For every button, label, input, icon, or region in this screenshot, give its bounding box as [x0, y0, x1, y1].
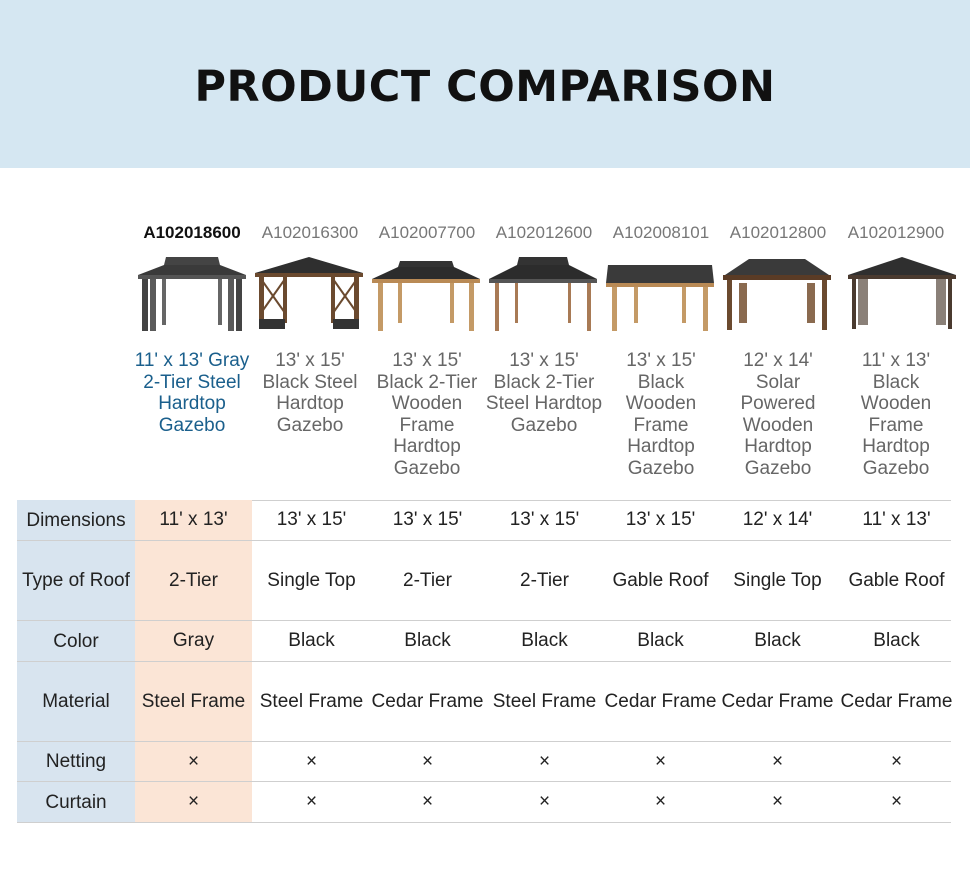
table-cell: Single Top — [733, 569, 822, 591]
sku-label: A102012800 — [729, 223, 827, 242]
table-cell: Single Top — [267, 569, 356, 591]
table-cell: Cedar Frame — [840, 690, 953, 712]
table-cell: 12' x 14' — [742, 509, 813, 530]
cross-icon: × — [421, 750, 434, 772]
row-header: Curtain — [17, 782, 135, 822]
table-cell: Cedar Frame — [604, 690, 717, 712]
table-cell: Black — [288, 630, 335, 651]
table-cell: 13' x 15' — [276, 509, 347, 530]
sku-label: A102018600 — [143, 223, 241, 242]
table-cell: 13' x 15' — [392, 509, 463, 530]
product-title[interactable]: 12' x 14' Solar Powered Wooden Hardtop G… — [740, 350, 816, 479]
table-cell: Gray — [135, 621, 252, 661]
product-title[interactable]: 11' x 13' Gray 2-Tier Steel Hardtop Gaze… — [134, 350, 250, 436]
sku-label: A102012900 — [847, 223, 945, 242]
table-top-border — [17, 500, 951, 501]
table-cell: Black — [637, 630, 684, 651]
product-title[interactable]: 13' x 15' Black Steel Hardtop Gazebo — [262, 350, 358, 436]
table-cell: Black — [521, 630, 568, 651]
cross-icon: × — [135, 782, 252, 822]
table-row: Curtain × × × × × × × — [17, 782, 951, 823]
cross-icon: × — [771, 791, 784, 812]
cross-icon: × — [654, 791, 667, 812]
cross-icon: × — [538, 791, 551, 812]
banner: PRODUCT COMPARISON — [0, 0, 970, 168]
product-title[interactable]: 13' x 15' Black Wooden Frame Hardtop Gaz… — [625, 350, 697, 479]
table-cell: Black — [754, 630, 801, 651]
row-header: Material — [17, 662, 135, 741]
cross-icon: × — [654, 750, 667, 772]
table-cell: Cedar Frame — [371, 690, 484, 712]
table-cell: Gable Roof — [848, 569, 945, 591]
table-cell: Gable Roof — [612, 569, 709, 591]
product-image[interactable] — [846, 253, 958, 335]
cross-icon: × — [890, 791, 903, 812]
product-image[interactable] — [253, 253, 365, 335]
cross-icon: × — [538, 750, 551, 772]
product-title[interactable]: 13' x 15' Black 2-Tier Steel Hardtop Gaz… — [485, 350, 603, 436]
cross-icon: × — [421, 791, 434, 812]
table-cell: Cedar Frame — [721, 690, 834, 712]
table-row: Netting × × × × × × × — [17, 742, 951, 782]
table-row: Color Gray Black Black Black Black Black… — [17, 621, 951, 662]
table-cell: 2-Tier — [520, 569, 569, 591]
cross-icon: × — [305, 791, 318, 812]
product-image[interactable] — [721, 253, 833, 335]
sku-label: A102007700 — [378, 223, 476, 242]
table-cell: 13' x 15' — [509, 509, 580, 530]
table-cell: Steel Frame — [135, 662, 252, 741]
table-cell: Black — [404, 630, 451, 651]
table-cell: Steel Frame — [259, 690, 364, 712]
product-image[interactable] — [136, 253, 248, 335]
table-cell: Steel Frame — [492, 690, 597, 712]
row-header: Dimensions — [17, 500, 135, 540]
table-cell: 2-Tier — [403, 569, 452, 591]
table-cell: 2-Tier — [135, 541, 252, 620]
product-title[interactable]: 11' x 13' Black Wooden Frame Hardtop Gaz… — [860, 350, 932, 479]
product-title[interactable]: 13' x 15' Black 2-Tier Wooden Frame Hard… — [376, 350, 478, 479]
table-row: Dimensions 11' x 13' 13' x 15' 13' x 15'… — [17, 500, 951, 541]
table-cell: 11' x 13' — [135, 500, 252, 540]
row-header: Type of Roof — [17, 541, 135, 620]
table-row: Type of Roof 2-Tier Single Top 2-Tier 2-… — [17, 541, 951, 621]
table-cell: 11' x 13' — [862, 509, 931, 530]
sku-label: A102016300 — [261, 223, 359, 242]
sku-label: A102012600 — [495, 223, 593, 242]
cross-icon: × — [135, 742, 252, 781]
row-header: Color — [17, 621, 135, 661]
cross-icon: × — [305, 750, 318, 772]
table-row: Material Steel Frame Steel Frame Cedar F… — [17, 662, 952, 742]
row-header: Netting — [17, 742, 135, 781]
product-image[interactable] — [370, 253, 482, 335]
product-image[interactable] — [604, 253, 716, 335]
sku-label: A102008101 — [612, 223, 710, 242]
table-cell: Black — [873, 630, 920, 651]
page-title: PRODUCT COMPARISON — [194, 62, 776, 112]
cross-icon: × — [890, 750, 903, 772]
table-cell: 13' x 15' — [625, 509, 696, 530]
cross-icon: × — [771, 750, 784, 772]
product-image[interactable] — [487, 253, 599, 335]
